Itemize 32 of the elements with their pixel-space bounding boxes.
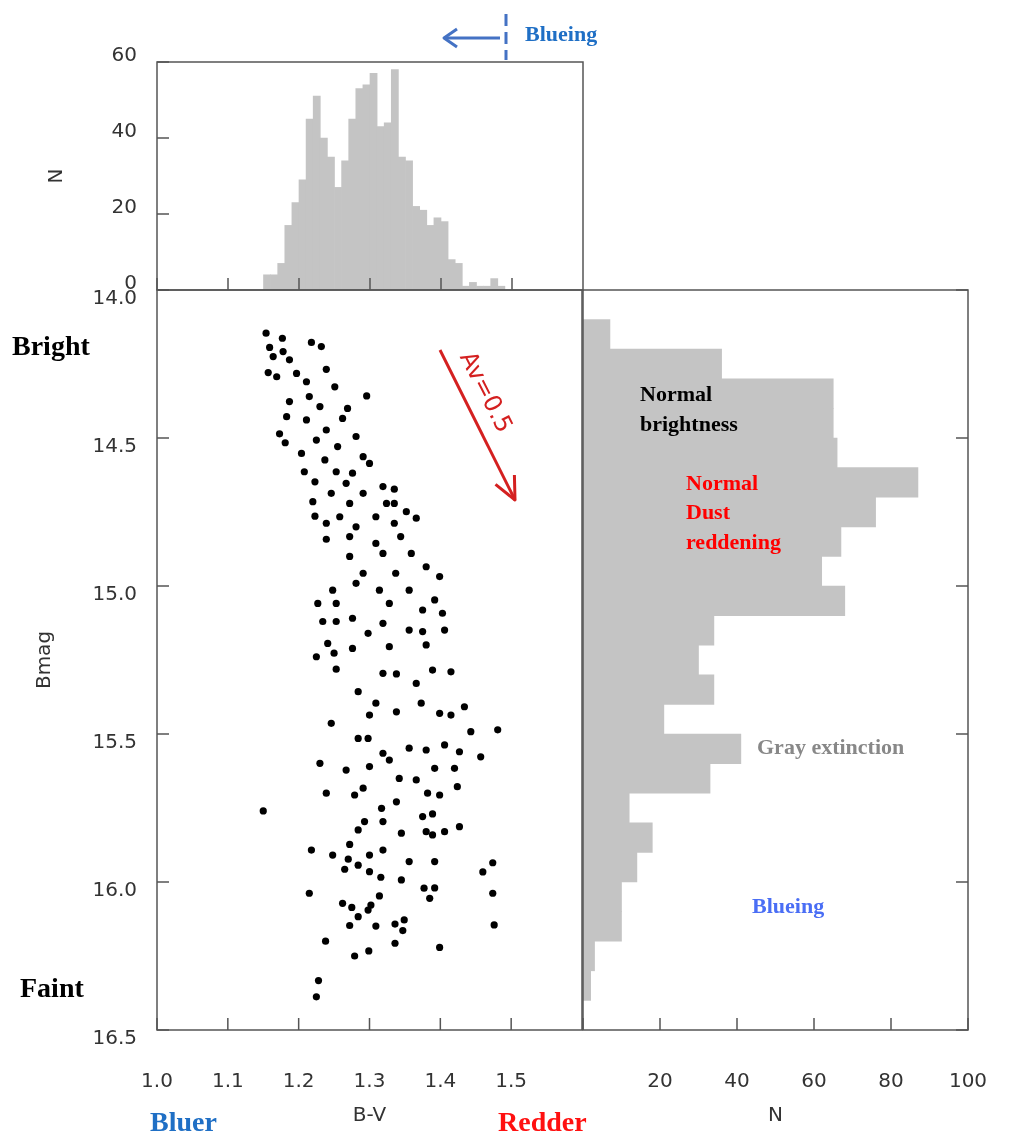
y-tick-label: 40 — [111, 118, 137, 143]
x-tick-label: 1.5 — [495, 1068, 528, 1093]
x-tick-label: 80 — [878, 1068, 904, 1093]
y-tick-label: 15.0 — [92, 581, 137, 606]
text: Bright — [12, 329, 90, 363]
x-axis-title: B-V — [352, 1102, 387, 1127]
text: Faint — [20, 971, 84, 1005]
y-axis-title: Bmag — [31, 630, 56, 690]
annotation: Normal Dust reddening — [686, 468, 782, 556]
y-tick-label: 16.5 — [92, 1025, 137, 1050]
x-tick-label: 1.2 — [282, 1068, 315, 1093]
y-tick-label: 20 — [111, 194, 137, 219]
x-tick-label: 20 — [647, 1068, 673, 1093]
annotation: Blueing — [752, 892, 825, 920]
x-tick-label: 60 — [801, 1068, 827, 1093]
y-tick-label: 15.5 — [92, 729, 137, 754]
y-tick-label: 16.0 — [92, 877, 137, 902]
x-tick-label: 1.3 — [353, 1068, 386, 1093]
y-tick-label: 60 — [111, 42, 137, 67]
text: Blueing — [525, 20, 598, 48]
annotation: Normal brightness — [640, 380, 739, 438]
text: Bluer — [150, 1105, 217, 1139]
x-tick-label: 40 — [724, 1068, 750, 1093]
y-axis-title: N — [43, 168, 68, 184]
y-tick-label: 14.5 — [92, 433, 137, 458]
text: Redder — [498, 1105, 587, 1139]
annotation: Gray extinction — [757, 733, 905, 761]
x-tick-label: 100 — [948, 1068, 988, 1093]
x-tick-label: 1.1 — [211, 1068, 244, 1093]
x-axis-title: N — [768, 1102, 783, 1127]
x-tick-label: 1.0 — [141, 1068, 173, 1093]
x-tick-label: 1.4 — [424, 1068, 457, 1093]
